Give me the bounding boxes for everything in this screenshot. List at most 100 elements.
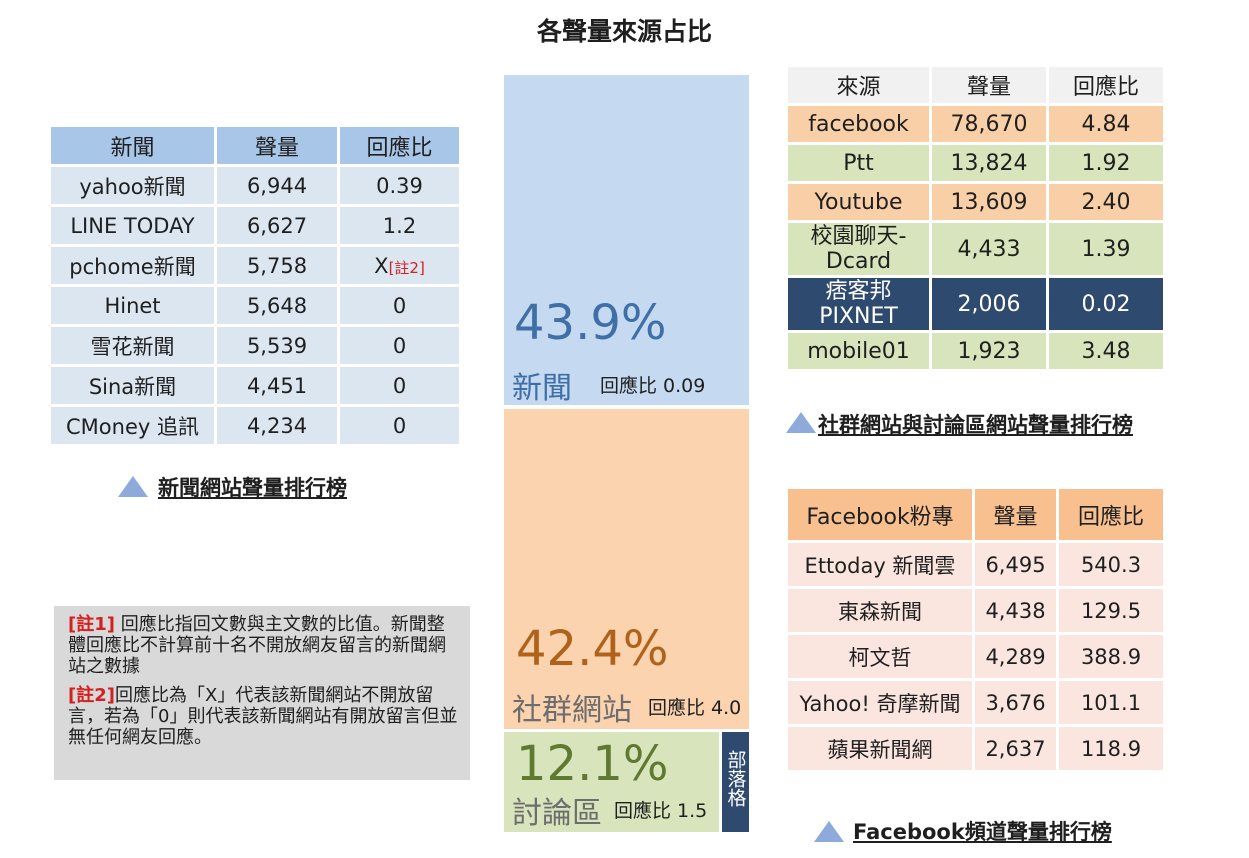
- table-row: 東森新聞 4,438 129.5: [788, 589, 1163, 632]
- segment-label: 新聞: [512, 371, 572, 406]
- table-row: yahoo新聞 6,944 0.39: [51, 167, 459, 204]
- ratio-value: 0: [340, 327, 459, 364]
- treemap-segment-forum: 12.1% 討論區 回應比 1.5: [504, 732, 719, 832]
- segment-ratio: 回應比 4.0: [648, 697, 742, 719]
- volume-value: 2,637: [975, 727, 1056, 770]
- source-name: pchome新聞: [51, 247, 214, 284]
- volume-value: 4,433: [932, 223, 1046, 275]
- ratio-text: 0: [392, 413, 407, 438]
- column-header: 回應比: [1049, 67, 1163, 103]
- table-row: Yahoo! 奇摩新聞 3,676 101.1: [788, 681, 1163, 724]
- page-name: 蘋果新聞網: [788, 727, 972, 770]
- column-header: 回應比: [1059, 489, 1163, 540]
- volume-value: 4,438: [975, 589, 1056, 632]
- social-caption: 社群網站與討論區網站聲量排行榜: [818, 413, 1133, 437]
- ratio-value: 118.9: [1059, 727, 1163, 770]
- volume-value: 2,006: [932, 278, 1046, 330]
- table-header-row: 來源 聲量 回應比: [788, 67, 1163, 103]
- triangle-icon: [786, 412, 816, 433]
- table-row: CMoney 追訊 4,234 0: [51, 407, 459, 444]
- segment-ratio: 回應比 0.09: [600, 375, 706, 397]
- note-2: [註2]回應比為「X」代表該新聞網站不開放留言，若為「0」則代表該新聞網站有開放…: [68, 685, 460, 748]
- treemap-segment-news: 43.9% 新聞 回應比 0.09: [504, 75, 749, 406]
- table-row: LINE TODAY 6,627 1.2: [51, 207, 459, 244]
- ratio-value: 3.48: [1049, 333, 1163, 369]
- table-row: Youtube 13,609 2.40: [788, 184, 1163, 220]
- ratio-value: X[註2]: [340, 247, 459, 284]
- note-1-tag: [註1]: [68, 614, 115, 635]
- ratio-text: 0: [392, 333, 407, 358]
- column-header: 聲量: [932, 67, 1046, 103]
- ratio-value: 2.40: [1049, 184, 1163, 220]
- column-header: 回應比: [340, 127, 459, 164]
- table-row: facebook 78,670 4.84: [788, 106, 1163, 142]
- ratio-text: 0: [392, 373, 407, 398]
- triangle-icon: [814, 821, 844, 842]
- ratio-value: 1.92: [1049, 145, 1163, 181]
- source-name: mobile01: [788, 333, 929, 369]
- volume-value: 5,648: [217, 287, 337, 324]
- column-header: 聲量: [975, 489, 1056, 540]
- ratio-value: 0: [340, 367, 459, 404]
- ratio-value: 0: [340, 287, 459, 324]
- ratio-value: 4.84: [1049, 106, 1163, 142]
- table-row: 蘋果新聞網 2,637 118.9: [788, 727, 1163, 770]
- table-row: mobile01 1,923 3.48: [788, 333, 1163, 369]
- source-name: Ptt: [788, 145, 929, 181]
- page-name: 東森新聞: [788, 589, 972, 632]
- volume-value: 5,758: [217, 247, 337, 284]
- volume-value: 1,923: [932, 333, 1046, 369]
- source-name: LINE TODAY: [51, 207, 214, 244]
- volume-value: 3,676: [975, 681, 1056, 724]
- segment-ratio: 回應比 1.5: [614, 800, 708, 822]
- note-ref: [註2]: [388, 258, 425, 277]
- ratio-value: 0.39: [340, 167, 459, 204]
- source-name: facebook: [788, 106, 929, 142]
- facebook-table: Facebook粉專 聲量 回應比 Ettoday 新聞雲 6,495 540.…: [785, 486, 1166, 773]
- ratio-value: 1.39: [1049, 223, 1163, 275]
- ratio-value: 540.3: [1059, 543, 1163, 586]
- source-name: 校園聊天- Dcard: [788, 223, 929, 275]
- note-2-tag: [註2]: [68, 685, 115, 706]
- column-header: 新聞: [51, 127, 214, 164]
- table-header-row: 新聞 聲量 回應比: [51, 127, 459, 164]
- ratio-text: 0.39: [376, 173, 423, 198]
- ratio-value: 1.2: [340, 207, 459, 244]
- volume-value: 78,670: [932, 106, 1046, 142]
- table-row: Ptt 13,824 1.92: [788, 145, 1163, 181]
- source-name: CMoney 追訊: [51, 407, 214, 444]
- table-row: 柯文哲 4,289 388.9: [788, 635, 1163, 678]
- volume-value: 6,944: [217, 167, 337, 204]
- ratio-value: 0: [340, 407, 459, 444]
- table-header-row: Facebook粉專 聲量 回應比: [788, 489, 1163, 540]
- page-title: 各聲量來源占比: [536, 17, 712, 46]
- table-row: 痞客邦 PIXNET 2,006 0.02: [788, 278, 1163, 330]
- page-name: Yahoo! 奇摩新聞: [788, 681, 972, 724]
- facebook-caption: Facebook頻道聲量排行榜: [853, 820, 1112, 844]
- ratio-value: 101.1: [1059, 681, 1163, 724]
- volume-value: 13,824: [932, 145, 1046, 181]
- table-row: 雪花新聞 5,539 0: [51, 327, 459, 364]
- note-1: [註1] 回應比指回文數與主文數的比值。新聞整體回應比不計算前十名不開放網友留言…: [68, 614, 460, 677]
- ratio-text: 0: [392, 293, 407, 318]
- page-name: 柯文哲: [788, 635, 972, 678]
- segment-share: 12.1%: [516, 736, 669, 792]
- source-name: Youtube: [788, 184, 929, 220]
- volume-value: 4,234: [217, 407, 337, 444]
- source-name: Hinet: [51, 287, 214, 324]
- ratio-text: 1.2: [382, 213, 417, 238]
- treemap-segment-blog: 部落格: [722, 732, 749, 832]
- news-caption: 新聞網站聲量排行榜: [158, 476, 347, 500]
- treemap-segment-social: 42.4% 社群網站 回應比 4.0: [504, 409, 749, 729]
- segment-label: 部落格: [724, 750, 747, 807]
- segment-label: 討論區: [512, 796, 602, 831]
- segment-label: 社群網站: [512, 693, 632, 728]
- table-row: Sina新聞 4,451 0: [51, 367, 459, 404]
- ratio-text: X: [374, 253, 389, 278]
- volume-value: 6,627: [217, 207, 337, 244]
- page-name: Ettoday 新聞雲: [788, 543, 972, 586]
- ratio-value: 388.9: [1059, 635, 1163, 678]
- triangle-icon: [118, 476, 148, 497]
- news-table: 新聞 聲量 回應比 yahoo新聞 6,944 0.39 LINE TODAY …: [48, 124, 462, 447]
- volume-value: 4,289: [975, 635, 1056, 678]
